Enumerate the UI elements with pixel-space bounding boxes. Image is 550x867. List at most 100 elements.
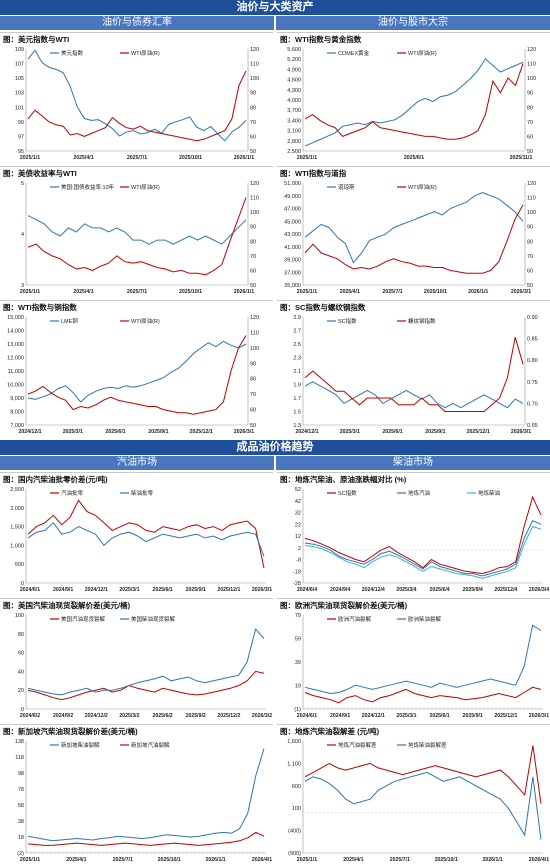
- y-tick-label-left: 9,000: [10, 396, 24, 402]
- legend-label: 美国柴油现货裂解: [131, 615, 176, 623]
- chart-svg: 79 59 39 19 (1)2024/6/1 2024/9/1 2024/12/1 2025…: [294, 613, 549, 719]
- x-tick-label: 2025/1/1: [20, 857, 40, 863]
- y-tick-label-left: 37,000: [284, 270, 301, 276]
- y-tick-label-left: 1,100: [287, 761, 301, 767]
- legend-label: 美元指数: [61, 49, 84, 57]
- y-tick-label-left: 1.7: [293, 396, 301, 402]
- y-tick-label-right: 60: [250, 408, 256, 414]
- chart-svg: 5 4 3 120 110 100 90 80 70 60 50 2025/1/1 2025/4/1 20…: [20, 181, 259, 295]
- subheader-diesel: 柴油市场: [276, 456, 550, 470]
- y-tick-label-left: 100: [292, 806, 301, 812]
- y-tick-label-left: 99: [18, 120, 24, 126]
- y-tick-label-left: 10,000: [7, 383, 24, 389]
- y-tick-label-left: 2.5: [293, 342, 301, 348]
- series-line-2: [304, 520, 542, 577]
- subheader-stock-commodity: 油价与股市大宗: [276, 16, 550, 30]
- x-tick-label: 2025/4/1: [343, 857, 363, 863]
- chart-panel-c5: 图：WTI指数与铜指数 15,000 14,000 13,000 12,000 11,00…: [0, 300, 273, 439]
- x-tick-label: 2025/9/1: [148, 429, 168, 435]
- series-line-1: [304, 495, 542, 575]
- chart-panel-c3: 图：美债收益率与WTI 5 4 3 120 110 100 90 80 70 60 50 2025/1/…: [0, 166, 273, 299]
- y-tick-label-left: 14,000: [7, 329, 24, 335]
- y-tick-label-left: -18: [293, 569, 301, 575]
- series-line-1: [27, 670, 265, 701]
- y-tick-label-left: 97: [18, 134, 24, 140]
- x-tick-label: 2024/12/1: [362, 713, 385, 719]
- y-tick-label-left: 138: [15, 739, 24, 745]
- y-tick-label-left: 47,000: [284, 207, 301, 213]
- x-tick-label: 2024/12/1: [18, 429, 41, 435]
- y-tick-label-left: 52: [295, 487, 301, 493]
- legend-label: WTI原油(R): [131, 49, 160, 57]
- subheader-bond-fx: 油价与债券汇率: [0, 16, 274, 30]
- y-tick-label-left: 3: [21, 283, 24, 289]
- y-tick-label-right: 100: [250, 76, 259, 82]
- legend-label: 美国汽油现货裂解: [61, 615, 106, 623]
- x-tick-label: 2026/3/1: [511, 429, 531, 435]
- legend-label: 道琼斯: [338, 183, 355, 191]
- y-tick-label-left: (400): [288, 829, 301, 835]
- x-tick-label: 2024/9/4: [330, 587, 350, 593]
- x-tick-label: 2025/6/1: [105, 429, 125, 435]
- y-tick-label-right: 80: [250, 105, 256, 111]
- series-line-2: [27, 197, 247, 276]
- x-tick-label: 2024/12/2: [85, 713, 108, 719]
- y-tick-label-right: 70: [250, 120, 256, 126]
- y-tick-label-left: 59: [295, 637, 301, 643]
- y-tick-label-left: 60: [18, 651, 24, 657]
- x-tick-label: 2025/3/4: [396, 587, 416, 593]
- x-tick-label: 2026/1/1: [234, 155, 254, 161]
- legend-label: 欧洲汽油裂解: [338, 615, 372, 623]
- series-line-1: [27, 340, 247, 403]
- y-tick-label-right: 100: [250, 346, 259, 352]
- y-tick-label-right: 0.80: [527, 358, 538, 364]
- legend-label: 欧洲柴油裂解: [408, 615, 442, 623]
- x-tick-label: 2025/12/2: [217, 713, 240, 719]
- x-tick-label: 2025/3/1: [119, 587, 139, 593]
- series-line-2: [27, 522, 265, 557]
- series-line-3: [304, 526, 542, 579]
- y-tick-label-left: 1,600: [287, 739, 301, 745]
- y-tick-label-left: 22: [295, 522, 301, 528]
- chart-panel-c6: 图：SC指数与螺纹钢指数 2.9 2.7 2.5 2.3 2.1 1.9 1.7 1.5 1.3 0…: [277, 300, 550, 439]
- chart-panel-c9: 图：美国汽柴油现货裂解价差(美元/桶) 100 80 60 40 20 0 2024/6/2 2…: [0, 598, 273, 723]
- series-line-2: [27, 831, 265, 846]
- x-tick-label: 2024/6/4: [297, 587, 317, 593]
- y-tick-label-right: 110: [527, 196, 536, 202]
- x-tick-label: 2026/1/1: [482, 857, 502, 863]
- x-tick-label: 2025/4/1: [73, 289, 93, 295]
- series-line-1: [27, 49, 247, 142]
- y-tick-label-left: 5,600: [287, 47, 301, 53]
- y-tick-label-right: 90: [527, 91, 533, 97]
- x-tick-label: 2024/9/1: [53, 587, 73, 593]
- y-tick-label-right: 0.85: [527, 337, 538, 343]
- chart-svg: 15,000 14,000 13,000 12,000 11,000 10,000 9,00…: [7, 315, 259, 435]
- y-tick-label-left: 109: [15, 47, 24, 53]
- y-tick-label-left: 32: [295, 511, 301, 517]
- y-tick-label-right: 120: [250, 181, 259, 187]
- x-tick-label: 2026/1/1: [205, 857, 225, 863]
- series-line-2: [27, 70, 247, 142]
- x-tick-label: 2025/9/1: [463, 713, 483, 719]
- chart-svg: 1,600 1,100 600 100 (400) (900)2025/1/1 2025/4…: [287, 739, 549, 863]
- y-tick-label-left: 40: [18, 669, 24, 675]
- x-tick-label: 2025/7/1: [390, 857, 410, 863]
- y-tick-label-right: 70: [527, 120, 533, 126]
- y-tick-label-right: 120: [250, 315, 259, 321]
- y-tick-label-right: 110: [250, 330, 259, 336]
- y-tick-label-left: 4,000: [287, 98, 301, 104]
- x-tick-label: 2025/12/1: [467, 429, 490, 435]
- x-tick-label: 2025/3/1: [63, 429, 83, 435]
- x-tick-label: 2026/3/1: [252, 587, 272, 593]
- y-tick-label-right: 80: [250, 239, 256, 245]
- chart-svg: 5,600 5,200 4,900 4,600 4,300 4,000 3,700 3,400…: [287, 47, 536, 161]
- x-tick-label: 2025/12/1: [190, 429, 213, 435]
- chart-panel-c4: 图：WTI指数与道指 51,000 49,000 47,000 45,000 43,000…: [277, 166, 550, 299]
- y-tick-label-left: 43,000: [284, 232, 301, 238]
- y-tick-label-right: 80: [527, 239, 533, 245]
- x-tick-label: 2025/4/1: [66, 857, 86, 863]
- series-line-2: [304, 771, 542, 840]
- x-tick-label: 2024/12/1: [85, 587, 108, 593]
- y-tick-label-right: 70: [527, 254, 533, 260]
